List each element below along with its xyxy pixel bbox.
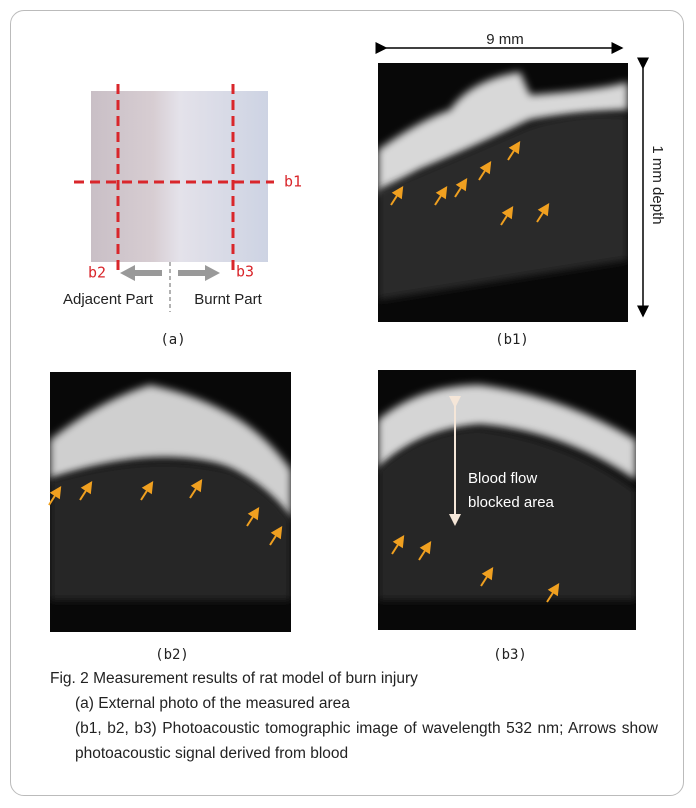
scale-label: 9 mm [486, 31, 524, 48]
panel-label: (b1) [495, 332, 529, 348]
caption: Fig. 2 Measurement results of rat model … [50, 666, 658, 766]
caption-line: (b1, b2, b3) Photoacoustic tomographic i… [50, 716, 658, 766]
panel-label: (a) [160, 332, 185, 348]
panel-label: (b2) [155, 647, 189, 663]
annotation: blocked area [468, 494, 555, 511]
panel-label: (b3) [493, 647, 527, 663]
image-panel: Blood flow blocked area (b3) [378, 370, 636, 663]
image-panel: (b2) [50, 372, 291, 663]
annotation: Blood flow [468, 470, 537, 487]
photo-panel: b1 b2 b3 Adjacent Part Burnt Part (a) [63, 84, 302, 348]
line-label: b3 [236, 263, 254, 281]
line-label: b1 [284, 173, 302, 191]
caption-title: Fig. 2 Measurement results of rat model … [50, 666, 658, 691]
scale-label: 1 mm depth [649, 145, 666, 224]
line-label: b2 [88, 264, 106, 282]
caption-line: (a) External photo of the measured area [50, 691, 658, 716]
region-label: Burnt Part [194, 291, 262, 308]
region-label: Adjacent Part [63, 291, 154, 308]
image-panel: 9 mm 1 mm depth (b1) [378, 31, 666, 348]
